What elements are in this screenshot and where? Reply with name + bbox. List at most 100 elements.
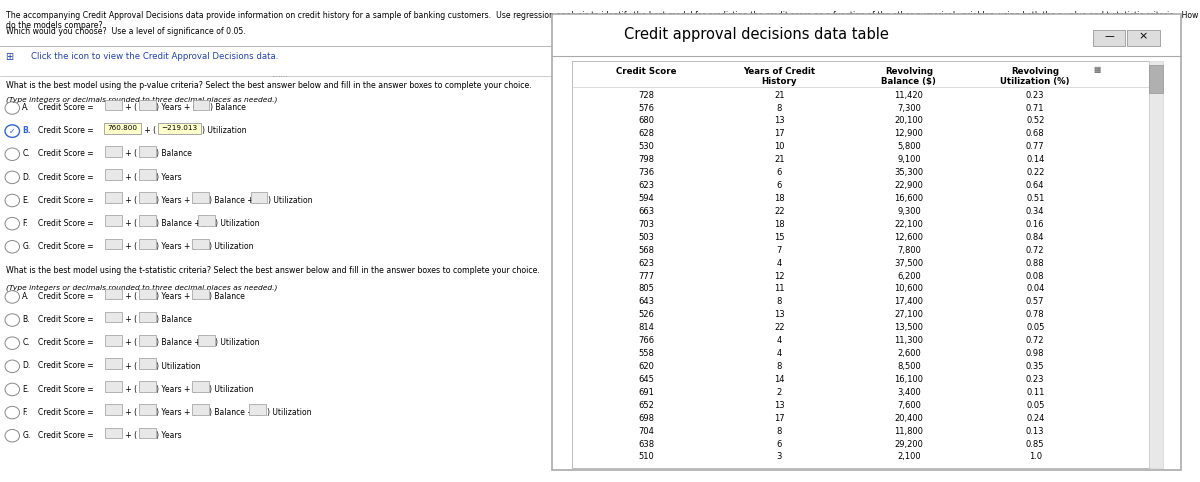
Text: 16,600: 16,600 [894, 194, 924, 203]
Text: F.: F. [23, 219, 28, 228]
FancyBboxPatch shape [106, 100, 122, 110]
FancyBboxPatch shape [106, 146, 122, 157]
Text: 0.05: 0.05 [1026, 323, 1044, 332]
FancyBboxPatch shape [139, 192, 156, 203]
Text: 13: 13 [774, 310, 785, 320]
Text: 623: 623 [638, 259, 654, 268]
FancyBboxPatch shape [139, 289, 156, 299]
Text: 20,100: 20,100 [894, 117, 923, 125]
Text: Revolving
Utilization (%): Revolving Utilization (%) [1001, 67, 1070, 86]
Text: 17,400: 17,400 [894, 297, 923, 307]
Text: + (: + ( [122, 385, 137, 394]
Text: 5,800: 5,800 [898, 142, 920, 151]
Text: 691: 691 [638, 388, 654, 397]
Text: 620: 620 [638, 362, 654, 371]
Text: + (: + ( [143, 126, 156, 135]
Text: 8: 8 [776, 362, 782, 371]
Text: 13: 13 [774, 401, 785, 410]
Text: ) Utilization: ) Utilization [266, 408, 311, 417]
Text: 22,900: 22,900 [894, 181, 923, 190]
Text: 526: 526 [638, 310, 654, 320]
Text: 27,100: 27,100 [894, 310, 923, 320]
Text: ) Balance + (: ) Balance + ( [156, 338, 206, 348]
Text: 594: 594 [638, 194, 654, 203]
Text: B.: B. [23, 315, 30, 324]
Text: 0.68: 0.68 [1026, 129, 1044, 138]
Text: E.: E. [23, 196, 30, 205]
Text: Credit Score =: Credit Score = [38, 103, 96, 112]
Text: 29,200: 29,200 [894, 440, 923, 449]
Text: 18: 18 [774, 194, 785, 203]
Text: 814: 814 [638, 323, 654, 332]
FancyBboxPatch shape [139, 312, 156, 322]
Text: C.: C. [23, 338, 30, 348]
Text: ✓: ✓ [10, 127, 16, 135]
Text: Credit Score =: Credit Score = [38, 242, 96, 251]
Text: 0.98: 0.98 [1026, 349, 1044, 358]
Text: 11,300: 11,300 [894, 336, 923, 345]
Text: 645: 645 [638, 375, 654, 384]
FancyBboxPatch shape [106, 335, 122, 346]
FancyBboxPatch shape [139, 381, 156, 392]
Text: A.: A. [23, 292, 30, 301]
FancyBboxPatch shape [192, 289, 209, 299]
Text: C.: C. [23, 149, 30, 159]
Text: 12,900: 12,900 [894, 129, 923, 138]
Text: + (: + ( [122, 338, 137, 348]
Text: Years of Credit
History: Years of Credit History [743, 67, 815, 86]
Text: 638: 638 [638, 440, 654, 449]
Text: ) Years + (: ) Years + ( [156, 408, 196, 417]
Text: 35,300: 35,300 [894, 168, 924, 177]
Text: + (: + ( [122, 173, 137, 182]
Text: ) Years + (: ) Years + ( [156, 103, 196, 112]
Text: 8: 8 [776, 104, 782, 112]
Text: 6: 6 [776, 440, 782, 449]
Text: 8: 8 [776, 297, 782, 307]
Text: 4: 4 [776, 259, 782, 268]
FancyBboxPatch shape [106, 428, 122, 438]
Text: 21: 21 [774, 91, 785, 100]
Text: 13: 13 [774, 117, 785, 125]
Text: ) Balance: ) Balance [156, 315, 192, 324]
Text: 7,300: 7,300 [896, 104, 920, 112]
FancyBboxPatch shape [139, 404, 156, 415]
Text: 16,100: 16,100 [894, 375, 923, 384]
FancyBboxPatch shape [106, 239, 122, 249]
Text: What is the best model using the t-statistic criteria? Select the best answer be: What is the best model using the t-stati… [6, 266, 540, 275]
Text: ) Years: ) Years [156, 173, 182, 182]
Text: 0.14: 0.14 [1026, 155, 1044, 164]
Text: ) Utilization: ) Utilization [215, 338, 260, 348]
Text: + (: + ( [122, 362, 137, 371]
FancyBboxPatch shape [139, 169, 156, 180]
Text: 623: 623 [638, 181, 654, 190]
Text: D.: D. [23, 173, 30, 182]
Text: Credit Score =: Credit Score = [38, 196, 96, 205]
Text: 21: 21 [774, 155, 785, 164]
Text: 17: 17 [774, 129, 785, 138]
FancyBboxPatch shape [106, 312, 122, 322]
Text: 0.71: 0.71 [1026, 104, 1044, 112]
Text: + (: + ( [122, 408, 137, 417]
Text: ⊞: ⊞ [6, 52, 13, 62]
Text: Credit Score =: Credit Score = [38, 338, 96, 348]
Text: 0.51: 0.51 [1026, 194, 1044, 203]
Text: + (: + ( [122, 196, 137, 205]
Text: ) Utilization: ) Utilization [215, 219, 260, 228]
Text: 20,400: 20,400 [894, 414, 923, 423]
Text: 10,600: 10,600 [894, 284, 923, 294]
Text: 3,400: 3,400 [898, 388, 920, 397]
Text: 0.34: 0.34 [1026, 207, 1044, 216]
Text: 4: 4 [776, 336, 782, 345]
Text: ) Balance: ) Balance [156, 149, 192, 159]
Text: 2,100: 2,100 [898, 453, 920, 461]
Text: 11,800: 11,800 [894, 427, 923, 436]
Text: Credit Score =: Credit Score = [38, 362, 96, 371]
Text: 568: 568 [638, 246, 654, 254]
Text: Credit Score: Credit Score [616, 67, 677, 76]
Text: 0.52: 0.52 [1026, 117, 1044, 125]
Text: ) Balance + (: ) Balance + ( [156, 219, 206, 228]
Text: 704: 704 [638, 427, 654, 436]
Text: 7,800: 7,800 [896, 246, 920, 254]
Text: ) Balance + (: ) Balance + ( [209, 196, 259, 205]
Text: G.: G. [23, 242, 30, 251]
